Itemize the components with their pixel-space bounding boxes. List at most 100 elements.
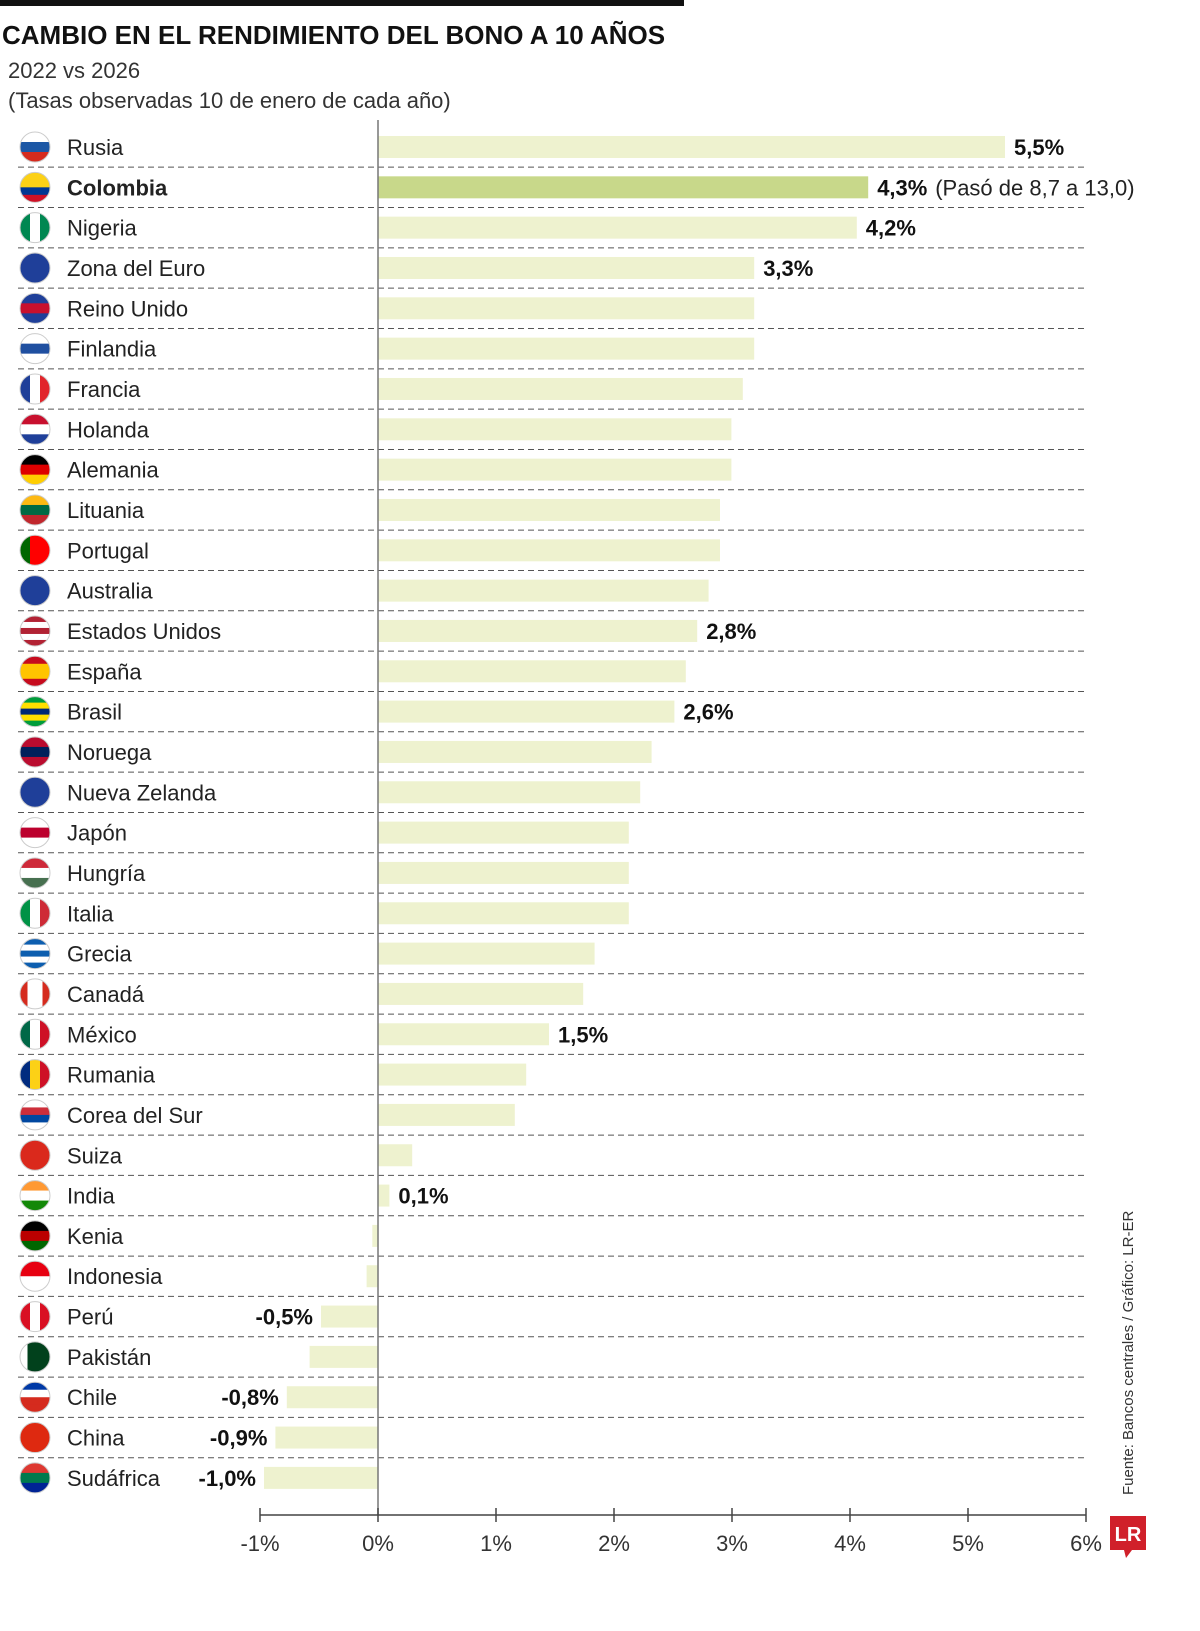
flag-outline: [19, 978, 51, 1010]
flag-icon: [20, 898, 50, 929]
chart-row: Indonesia: [18, 1260, 1086, 1297]
flag-outline: [19, 1220, 51, 1252]
flag-outline: [19, 1059, 51, 1091]
flag-icon: [20, 1341, 50, 1372]
flag-icon: [20, 1180, 50, 1211]
bar: [378, 256, 755, 279]
country-label: Finlandia: [67, 337, 157, 362]
chart-row: Nueva Zelanda: [18, 776, 1086, 813]
chart-row: Portugal: [18, 534, 1086, 571]
flag-icon: [20, 1140, 50, 1171]
flag-outline: [19, 413, 51, 445]
flag-icon: [20, 494, 50, 525]
flag-outline: [19, 575, 51, 607]
chart-subtitle: 2022 vs 2026: [8, 58, 140, 83]
flag-icon: [20, 1382, 50, 1413]
flag-icon: [20, 252, 50, 283]
chart-row: Rusia 5,5%: [18, 131, 1086, 168]
flag-icon: [20, 736, 50, 767]
flag-outline: [19, 454, 51, 486]
top-rule: [0, 0, 684, 6]
chart-row: Estados Unidos 2,8%: [18, 615, 1086, 652]
chart-row: Hungría: [18, 857, 1086, 894]
flag-icon: [20, 1462, 50, 1493]
country-label: Japón: [67, 821, 127, 846]
flag-icon: [20, 1059, 50, 1090]
value-annotation: (Pasó de 8,7 a 13,0): [935, 175, 1134, 200]
chart-row: Noruega: [18, 736, 1086, 773]
flag-outline: [19, 1018, 51, 1050]
flag-icon: [20, 938, 50, 969]
flag-icon: [20, 1261, 50, 1292]
flag-icon: [20, 535, 50, 566]
chart-row: Pakistán: [18, 1341, 1086, 1378]
flag-icon: [20, 575, 50, 606]
bar: [378, 821, 629, 844]
bar: [378, 1063, 527, 1086]
flag-outline: [19, 333, 51, 365]
chart-row: India 0,1%: [18, 1180, 1086, 1217]
flag-icon: [20, 1099, 50, 1130]
chart-row: Lituania: [18, 494, 1086, 531]
flag-icon: [20, 172, 50, 203]
flag-outline: [19, 373, 51, 405]
chart-row: Alemania: [18, 454, 1086, 491]
bar: [264, 1466, 378, 1489]
bar: [378, 297, 755, 320]
country-label: Noruega: [67, 740, 152, 765]
flag-outline: [19, 1462, 51, 1494]
value-label: 2,8%: [706, 619, 756, 644]
chart-row: Nigeria 4,2%: [18, 212, 1086, 249]
chart-row: Corea del Sur: [18, 1099, 1086, 1136]
svg-text:LR: LR: [1115, 1524, 1142, 1546]
bar: [372, 1224, 378, 1247]
x-tick-label: -1%: [240, 1531, 279, 1556]
x-tick-label: 6%: [1070, 1531, 1102, 1556]
chart-row: Japón: [18, 817, 1086, 854]
flag-outline: [19, 696, 51, 728]
chart-row: Holanda: [18, 413, 1086, 450]
flag-outline: [19, 1099, 51, 1131]
bar: [378, 902, 629, 925]
bar: [321, 1305, 378, 1328]
bar: [378, 942, 595, 965]
x-tick-label: 3%: [716, 1531, 748, 1556]
country-label: Hungría: [67, 861, 146, 886]
bar: [378, 660, 686, 683]
flag-outline: [19, 817, 51, 849]
country-label: China: [67, 1426, 125, 1451]
value-label: 1,5%: [558, 1022, 608, 1047]
flag-icon: [20, 212, 50, 243]
chart-row: Italia: [18, 897, 1086, 934]
country-label: Brasil: [67, 700, 122, 725]
country-label: España: [67, 659, 142, 684]
bar: [378, 1144, 413, 1167]
flag-outline: [19, 1180, 51, 1212]
bar: [378, 418, 732, 441]
chart-row: Grecia: [18, 938, 1086, 975]
country-label: Portugal: [67, 538, 149, 563]
country-label: Rusia: [67, 135, 124, 160]
flag-outline: [19, 292, 51, 324]
value-label: 4,3%: [877, 175, 927, 200]
x-tick-label: 2%: [598, 1531, 630, 1556]
flag-outline: [19, 131, 51, 163]
flag-outline: [19, 171, 51, 203]
flag-outline: [19, 897, 51, 929]
flag-outline: [19, 857, 51, 889]
bar: [378, 579, 709, 602]
bar: [378, 1023, 549, 1046]
flag-icon: [20, 777, 50, 808]
bar: [309, 1345, 378, 1368]
flag-outline: [19, 1301, 51, 1333]
country-label: Grecia: [67, 942, 133, 967]
lr-logo: LR: [1110, 1516, 1146, 1558]
chart-row: Francia: [18, 373, 1086, 410]
flag-icon: [20, 333, 50, 364]
source-text: Fuente: Bancos centrales / Gráfico: LR-E…: [1120, 1211, 1137, 1495]
bar: [378, 982, 584, 1005]
country-label: India: [67, 1184, 115, 1209]
country-label: Nigeria: [67, 216, 137, 241]
flag-icon: [20, 414, 50, 445]
